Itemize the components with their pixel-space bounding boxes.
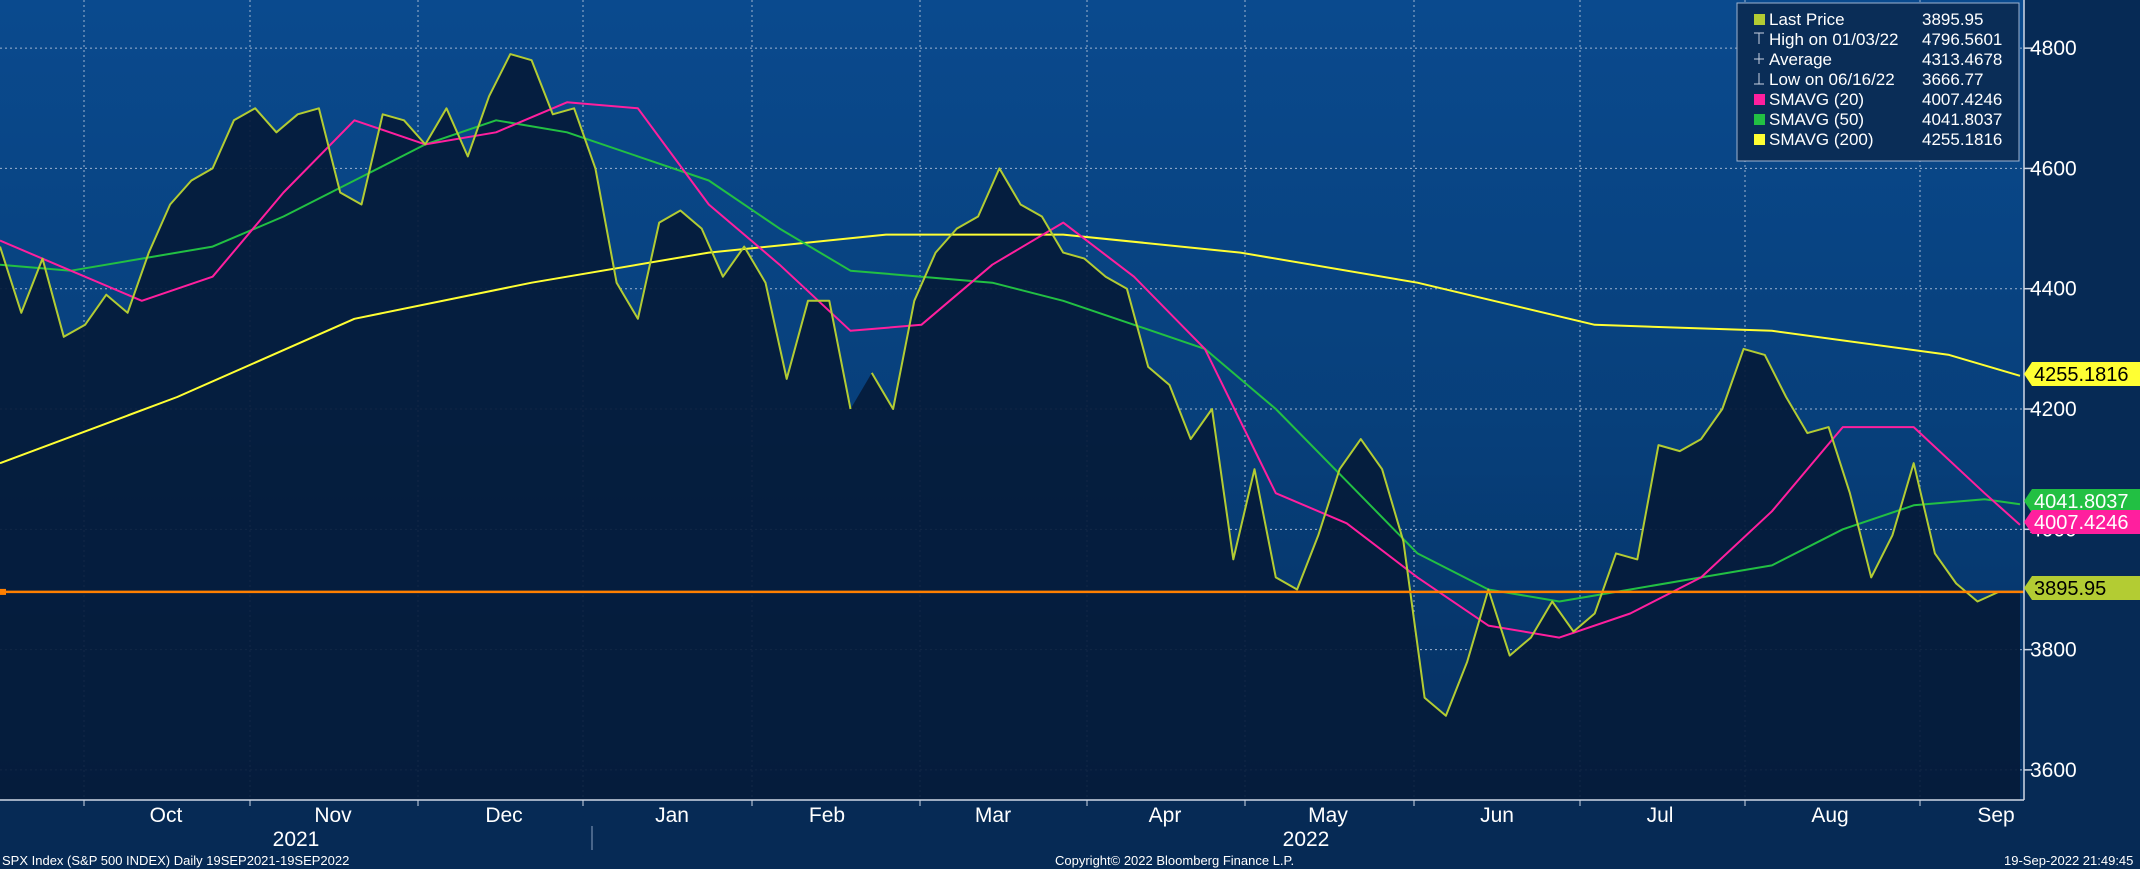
series-line-last-price-cont — [870, 167, 2020, 717]
footer-copyright-text: Copyright© 2022 Bloomberg Finance L.P. — [1055, 853, 1294, 868]
legend-label: Average — [1769, 50, 1832, 69]
legend-value: 4041.8037 — [1922, 110, 2002, 129]
x-month-label: May — [1308, 804, 1348, 827]
price-fill-layer — [0, 54, 2020, 801]
legend-value: 4007.4246 — [1922, 90, 2002, 109]
x-month-label: Apr — [1149, 804, 1182, 827]
x-year-label: 2022 — [1283, 828, 1330, 851]
footer: SPX Index (S&P 500 INDEX) Daily 19SEP202… — [2, 826, 2133, 868]
legend-label: Low on 06/16/22 — [1769, 70, 1895, 89]
legend-swatch — [1754, 14, 1765, 25]
series-layer — [0, 53, 2021, 717]
x-axis-labels: Oct Nov Dec Jan Feb Mar Apr May Jun Jul Aug Sep 2021… — [83, 800, 2015, 851]
x-month-label: Jun — [1480, 804, 1514, 827]
x-month-label: Mar — [975, 804, 1011, 827]
y-tick-label: 4600 — [2030, 157, 2077, 180]
legend-value: 3666.77 — [1922, 70, 1983, 89]
legend-swatch — [1754, 134, 1765, 145]
x-month-label: Aug — [1811, 804, 1848, 827]
legend-value: 4313.4678 — [1922, 50, 2002, 69]
legend-background — [1736, 2, 2020, 162]
x-month-label: Jul — [1647, 804, 1674, 827]
footer-timestamp-text: 19-Sep-2022 21:49:45 — [2004, 853, 2133, 868]
legend-swatch — [1754, 114, 1765, 125]
series-line-smavg-50 — [0, 119, 2021, 603]
legend-label: High on 01/03/22 — [1769, 30, 1899, 49]
series-line-last-price — [0, 53, 852, 410]
value-tag-label: 4007.4246 — [2034, 512, 2129, 534]
value-tag-bg — [2024, 362, 2140, 386]
legend-value: 4796.5601 — [1922, 30, 2002, 49]
value-tag-label: 4041.8037 — [2034, 491, 2129, 513]
x-month-label: Dec — [485, 804, 522, 827]
legend-value: 3895.95 — [1922, 10, 1983, 29]
value-tag-label: 4255.1816 — [2034, 364, 2129, 386]
y-tick-label: 3800 — [2030, 639, 2077, 662]
value-tag-bg — [2024, 510, 2140, 534]
x-month-label: Jan — [655, 804, 689, 827]
legend: Last Price 3895.95 High on 01/03/22 4796.56… — [1736, 2, 2020, 162]
price-area-fill — [0, 54, 2020, 801]
value-tag-label: 3895.95 — [2034, 578, 2106, 600]
y-tick-label: 4400 — [2030, 278, 2077, 301]
legend-label: SMAVG (50) — [1769, 110, 1864, 129]
legend-label: Last Price — [1769, 10, 1845, 29]
legend-value: 4255.1816 — [1922, 130, 2002, 149]
x-month-label: Sep — [1977, 804, 2014, 827]
series-line-smavg-200 — [0, 233, 2021, 465]
y-tick-label: 4200 — [2030, 398, 2077, 421]
y-axis-labels: 4800460044004200400038003600 — [2024, 37, 2077, 782]
series-line-smavg-20 — [0, 101, 2021, 639]
legend-label: SMAVG (200) — [1769, 130, 1874, 149]
x-month-label: Oct — [150, 804, 183, 827]
x-year-label: 2021 — [273, 828, 320, 851]
y-tick-label: 3600 — [2030, 759, 2077, 782]
value-tag-bg — [2024, 489, 2140, 513]
legend-label: SMAVG (20) — [1769, 90, 1864, 109]
legend-swatch — [1754, 94, 1765, 105]
x-month-label: Nov — [314, 804, 352, 827]
value-tag-bg — [2024, 576, 2140, 600]
footer-left-text: SPX Index (S&P 500 INDEX) Daily 19SEP202… — [2, 853, 349, 868]
y-tick-label: 4800 — [2030, 37, 2077, 60]
reference-line-layer — [0, 588, 2024, 595]
x-month-label: Feb — [809, 804, 845, 827]
reference-line-marker — [0, 588, 6, 595]
